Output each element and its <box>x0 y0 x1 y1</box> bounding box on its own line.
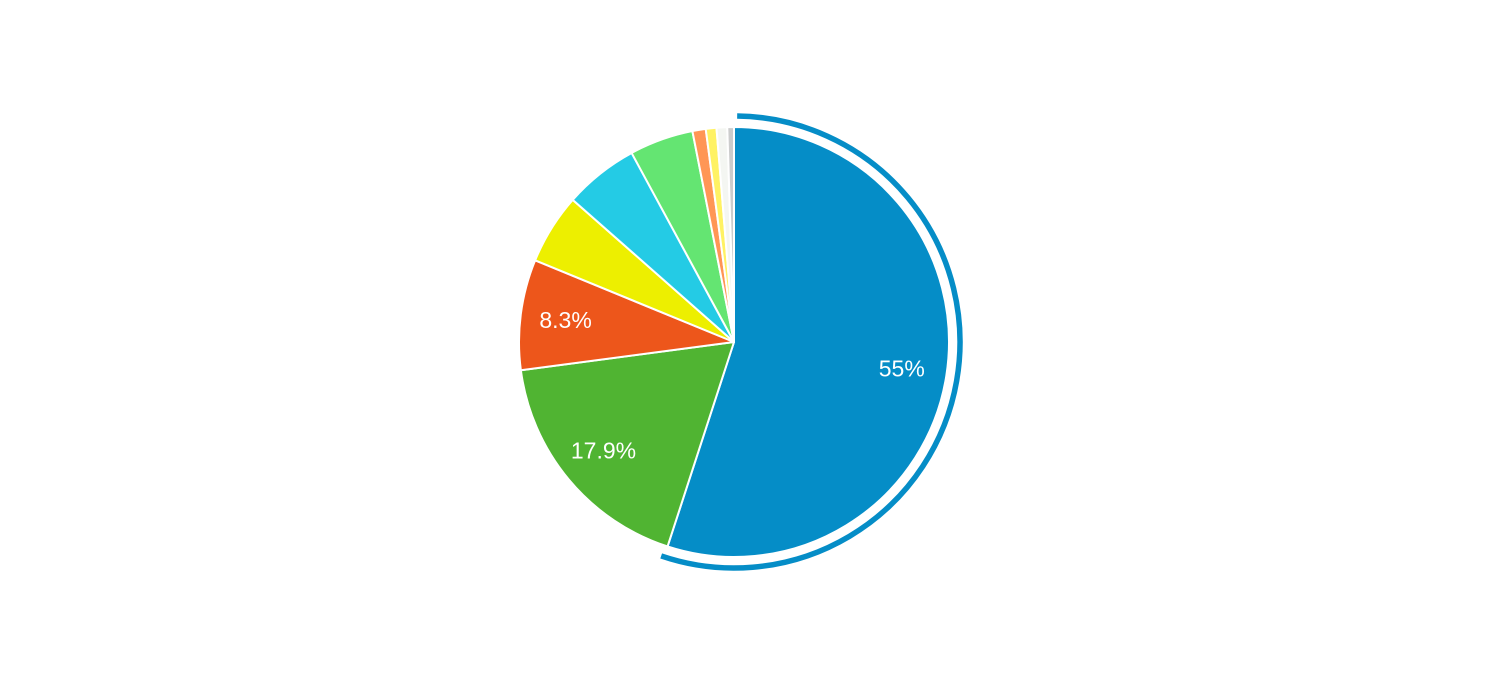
pie-slice-3[interactable] <box>518 259 735 372</box>
pie-slice-10[interactable] <box>726 126 735 343</box>
pie-slice-2[interactable] <box>519 341 735 548</box>
pie-slice-label-3: 8.3% <box>539 307 591 333</box>
pie-slice-label-1: 55% <box>879 356 925 382</box>
pie-slice-1[interactable] <box>666 126 950 558</box>
pie-slice-label-2: 17.9% <box>571 438 636 464</box>
selected-slice-ring <box>660 113 963 571</box>
